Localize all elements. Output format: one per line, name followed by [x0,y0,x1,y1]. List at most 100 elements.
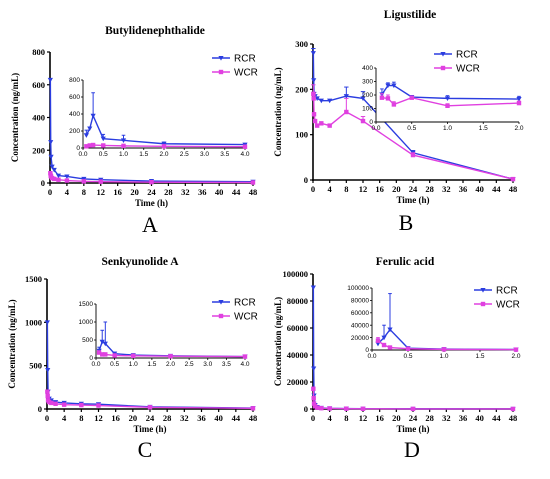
inset-background [96,304,245,358]
main-point-rcr [48,154,54,160]
main-point-wcr [327,123,332,128]
inset-point-wcr [445,103,450,108]
y-tick-label: 500 [29,361,42,371]
main-point-rcr [310,51,316,56]
inset-point-wcr [387,345,393,350]
inset-point-rcr [444,96,451,101]
main-point-wcr [510,176,516,182]
inset-x-tick-label: 0.5 [403,353,412,360]
inset-x-tick-label: 3.0 [200,151,209,158]
y-axis-label: Concentration (ng/mL) [273,67,283,156]
inset-x-tick-label: 3.0 [203,361,212,368]
legend-item-wcr: WCR [434,64,480,75]
x-tick-label: 36 [459,413,468,423]
inset-point-rcr [381,335,387,341]
x-tick-label: 16 [111,413,120,423]
inset-x-tick-label: 2.0 [514,125,523,132]
inset-x-tick-label: 2.0 [511,353,520,360]
main-point-wcr [52,176,57,182]
main-point-wcr [45,393,50,399]
y-axis-label: Concentration (ng/mL) [10,73,20,162]
inset-x-tick-label: 4.0 [240,151,249,158]
chart-title: Ligustilide [384,9,436,21]
inset-point-rcr [120,138,127,143]
x-tick-label: 32 [180,413,189,423]
main-point-wcr [319,121,324,126]
y-tick-label: 100000 [283,269,309,279]
inset-point-rcr [87,126,93,132]
x-tick-label: 4 [65,187,70,197]
inset-point-rcr [391,83,397,89]
main-point-wcr [311,396,316,401]
x-tick-label: 16 [375,413,384,423]
legend-label: WCR [456,64,480,75]
inset-point-wcr [87,143,92,148]
inset-x-tick-label: 3.5 [220,151,229,158]
y-tick-label: 40000 [287,350,308,360]
y-tick-label: 400 [32,113,45,123]
x-tick-label: 16 [113,187,122,197]
x-tick-label: 44 [232,413,241,423]
x-tick-label: 28 [425,413,434,423]
legend-label: WCR [234,68,258,79]
panel-label: A [142,212,158,237]
legend-label: RCR [234,54,256,65]
inset-point-wcr [103,352,108,357]
inset-point-rcr [83,133,89,138]
main-point-wcr [311,401,317,406]
legend-marker [218,56,224,61]
inset-point-rcr [102,341,108,347]
main-point-wcr [360,118,366,124]
main-point-rcr [55,173,62,179]
inset-point-wcr [101,143,106,148]
inset-point-wcr [516,100,522,106]
y-tick-label: 0 [304,175,308,185]
main-point-wcr [344,406,349,411]
legend-item-wcr: WCR [212,312,258,323]
main-point-rcr [49,164,55,170]
inset-line-rcr [381,84,520,100]
legend-item-wcr: WCR [212,68,258,79]
inset-point-wcr [385,96,391,101]
main-point-wcr [311,386,316,391]
inset-y-tick-label: 300 [362,79,373,86]
inset-point-rcr [516,97,522,102]
x-tick-label: 40 [215,187,224,197]
inset-y-tick-label: 500 [82,337,93,344]
inset-background [376,68,519,122]
x-tick-label: 24 [409,184,418,194]
x-tick-label: 8 [79,413,83,423]
y-tick-label: 600 [32,80,45,90]
main-point-wcr [410,152,416,158]
main-point-wcr [327,406,332,411]
inset-y-tick-label: 100 [362,106,373,113]
main-point-rcr [311,366,317,372]
inset-y-tick-label: 400 [362,65,373,72]
inset-point-wcr [375,338,381,343]
chart-panel-d: Ferulic acid0200004000060000800001000000… [273,256,521,462]
x-axis-label: Time (h) [396,424,429,434]
y-tick-label: 80000 [287,296,308,306]
x-tick-label: 24 [146,413,155,423]
y-tick-label: 1500 [25,274,42,284]
x-tick-label: 36 [197,413,206,423]
x-tick-label: 44 [492,184,501,194]
legend-label: RCR [456,50,478,61]
inset-point-wcr [381,342,387,348]
x-tick-label: 48 [249,187,258,197]
inset-x-tick-label: 1.5 [147,361,156,368]
main-point-wcr [319,405,324,411]
x-tick-label: 0 [45,413,49,423]
inset-x-tick-label: 2.5 [180,151,189,158]
inset-x-tick-label: 0.5 [110,361,119,368]
x-tick-label: 0 [311,413,315,423]
chart-title: Ferulic acid [376,256,435,268]
inset-y-tick-label: 0 [365,347,369,354]
x-tick-label: 44 [232,187,241,197]
inset-x-tick-label: 1.5 [139,151,148,158]
main-point-wcr [56,177,61,182]
inset-y-tick-label: 0 [76,145,80,152]
panel-label: D [404,437,420,462]
